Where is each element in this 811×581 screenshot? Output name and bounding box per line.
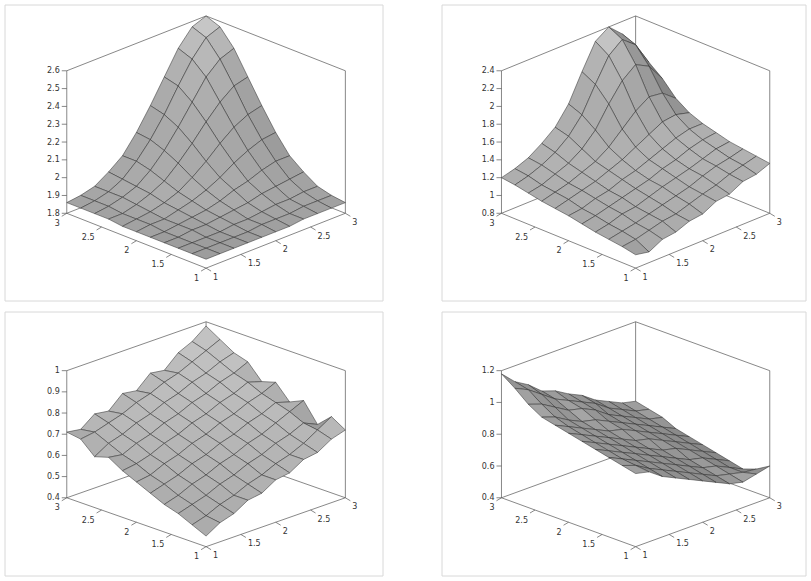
svg-text:2.6: 2.6 — [47, 66, 60, 75]
svg-text:2: 2 — [55, 173, 60, 182]
svg-text:2.4: 2.4 — [47, 102, 60, 111]
svg-text:2.2: 2.2 — [47, 138, 60, 147]
svg-text:2.4: 2.4 — [482, 66, 495, 75]
svg-text:0.5: 0.5 — [47, 472, 60, 481]
svg-text:2.5: 2.5 — [743, 232, 756, 241]
svg-text:2: 2 — [283, 527, 288, 536]
svg-text:2: 2 — [124, 246, 129, 255]
svg-text:0.8: 0.8 — [482, 430, 495, 439]
svg-text:1.4: 1.4 — [482, 155, 495, 164]
svg-text:2: 2 — [710, 245, 715, 254]
svg-text:0.4: 0.4 — [47, 493, 60, 502]
svg-text:2: 2 — [556, 528, 561, 537]
svg-text:2.2: 2.2 — [482, 84, 495, 93]
svg-text:2.3: 2.3 — [47, 120, 60, 129]
svg-text:1.5: 1.5 — [248, 259, 261, 268]
svg-text:0.6: 0.6 — [482, 462, 495, 471]
svg-text:2.5: 2.5 — [743, 515, 756, 524]
svg-text:2.5: 2.5 — [515, 233, 528, 242]
svg-text:3: 3 — [55, 219, 60, 228]
svg-text:3: 3 — [352, 218, 357, 227]
svg-text:1: 1 — [624, 552, 629, 561]
svg-text:0.8: 0.8 — [47, 409, 60, 418]
svg-text:0.7: 0.7 — [47, 430, 60, 439]
svg-text:0.8: 0.8 — [482, 209, 495, 218]
svg-text:0.4: 0.4 — [482, 493, 495, 502]
svg-text:1: 1 — [213, 273, 218, 282]
svg-text:1: 1 — [55, 366, 60, 375]
svg-text:1: 1 — [643, 273, 648, 282]
svg-text:1.2: 1.2 — [482, 366, 495, 375]
svg-text:2: 2 — [710, 527, 715, 536]
svg-text:2: 2 — [124, 528, 129, 537]
svg-text:2.1: 2.1 — [47, 155, 60, 164]
svg-text:2.5: 2.5 — [318, 515, 331, 524]
svg-text:2.5: 2.5 — [515, 516, 528, 525]
svg-text:3: 3 — [489, 219, 494, 228]
svg-text:3: 3 — [777, 502, 782, 511]
svg-text:3: 3 — [777, 218, 782, 227]
svg-text:1.6: 1.6 — [482, 138, 495, 147]
svg-text:1: 1 — [194, 274, 199, 283]
svg-text:1.5: 1.5 — [152, 260, 165, 269]
svg-text:2: 2 — [556, 246, 561, 255]
svg-text:2.5: 2.5 — [82, 233, 95, 242]
svg-text:1.5: 1.5 — [582, 540, 595, 549]
svg-text:1: 1 — [643, 551, 648, 560]
svg-text:1: 1 — [213, 551, 218, 560]
svg-text:2: 2 — [283, 245, 288, 254]
svg-text:1.2: 1.2 — [482, 173, 495, 182]
svg-text:1.8: 1.8 — [482, 120, 495, 129]
svg-text:2: 2 — [489, 102, 494, 111]
svg-text:1.5: 1.5 — [676, 539, 689, 548]
svg-text:1.5: 1.5 — [676, 259, 689, 268]
svg-text:2.5: 2.5 — [318, 232, 331, 241]
svg-text:1: 1 — [489, 191, 494, 200]
svg-text:3: 3 — [55, 503, 60, 512]
svg-text:2.5: 2.5 — [47, 84, 60, 93]
svg-text:1.8: 1.8 — [47, 209, 60, 218]
svg-text:1.5: 1.5 — [582, 260, 595, 269]
svg-text:1.5: 1.5 — [152, 540, 165, 549]
svg-text:0.6: 0.6 — [47, 451, 60, 460]
svg-text:0.9: 0.9 — [47, 387, 60, 396]
svg-text:3: 3 — [489, 503, 494, 512]
svg-text:1: 1 — [194, 552, 199, 561]
svg-text:3: 3 — [352, 502, 357, 511]
svg-text:1: 1 — [489, 398, 494, 407]
svg-text:1: 1 — [624, 274, 629, 283]
svg-text:1.5: 1.5 — [248, 539, 261, 548]
svg-text:2.5: 2.5 — [82, 516, 95, 525]
svg-text:1.9: 1.9 — [47, 191, 60, 200]
